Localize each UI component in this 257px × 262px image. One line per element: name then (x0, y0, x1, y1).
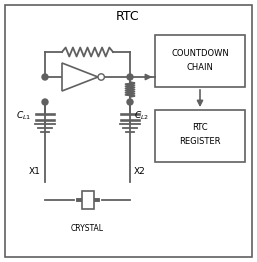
Text: X2: X2 (134, 167, 146, 177)
Bar (155, 110, 245, 162)
Text: CRYSTAL: CRYSTAL (71, 224, 104, 233)
Text: X1: X1 (29, 167, 41, 177)
Text: RTC: RTC (192, 123, 208, 133)
Circle shape (98, 74, 104, 80)
Text: $C_{L2}$: $C_{L2}$ (134, 110, 149, 122)
Circle shape (127, 99, 133, 105)
Circle shape (42, 99, 48, 105)
Bar (81, 191, 94, 209)
Text: RTC: RTC (116, 10, 140, 24)
Text: $C_{L1}$: $C_{L1}$ (16, 110, 31, 122)
Text: COUNTDOWN: COUNTDOWN (171, 48, 229, 57)
Circle shape (42, 74, 48, 80)
Text: REGISTER: REGISTER (179, 138, 221, 146)
Circle shape (127, 74, 133, 80)
Polygon shape (62, 63, 98, 91)
Bar (155, 35, 245, 87)
Text: CHAIN: CHAIN (187, 63, 213, 72)
